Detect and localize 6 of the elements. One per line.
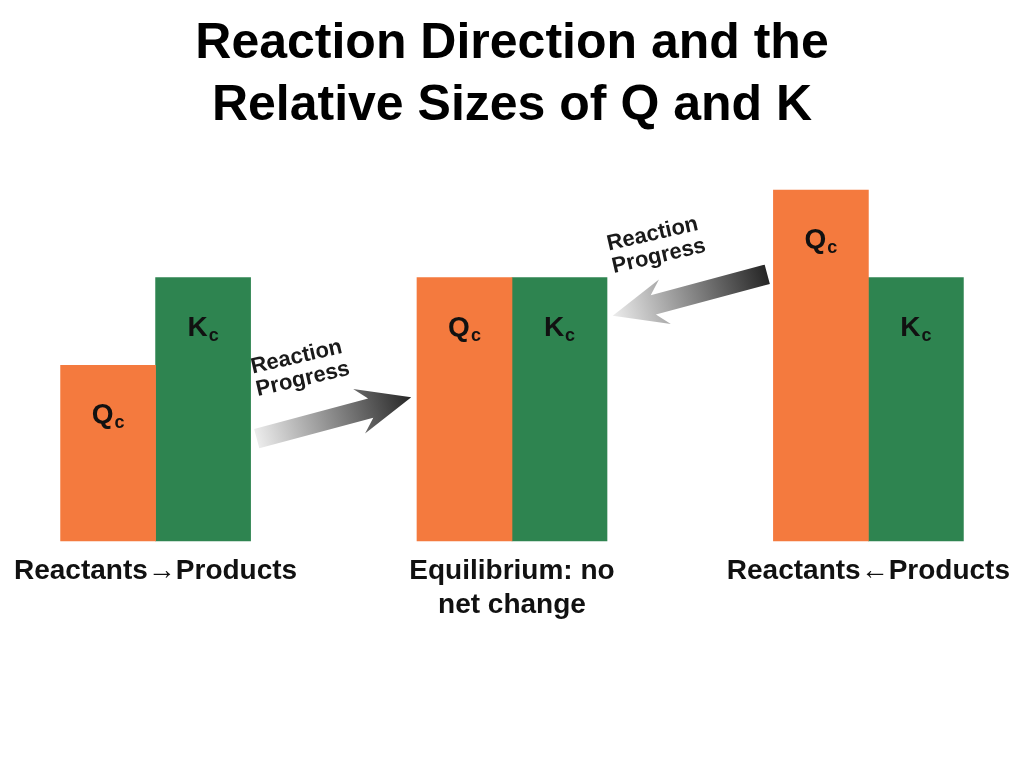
chart-title: Reaction Direction and the Relative Sizes of Q and K <box>194 12 830 133</box>
annotation: Reaction Progress <box>604 209 710 279</box>
x-tick-label: Reactants←Products <box>726 554 1010 586</box>
x-tick-label: Equilibrium: no net change <box>409 554 615 619</box>
annotation: Reaction Progress <box>247 332 353 401</box>
x-tick-label: Reactants→Products <box>14 554 298 586</box>
